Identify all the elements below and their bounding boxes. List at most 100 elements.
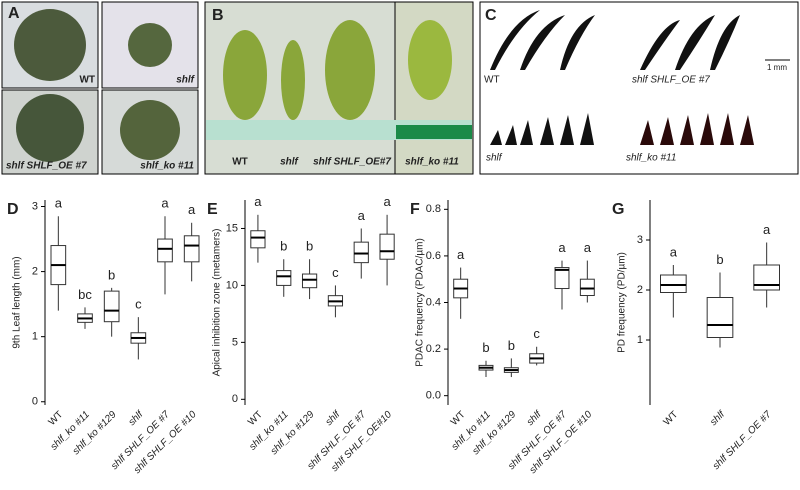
x-tick-label: WT (449, 409, 468, 428)
group-letter: b (280, 239, 287, 254)
y-axis-label: PDAC frequency (PDAC/µm) (415, 238, 426, 367)
y-tick-label: 1 (637, 334, 643, 346)
group-letter: a (188, 202, 196, 217)
y-tick-label: 0.2 (426, 343, 441, 355)
caption: shlf SHLF_OE #7 (6, 161, 87, 172)
y-tick-label: 0.4 (426, 296, 441, 308)
panel-label: E (207, 201, 218, 218)
y-axis-label: 9th Leaf length (mm) (12, 256, 23, 348)
y-tick-label: 3 (32, 200, 38, 212)
x-tick-label: WT (662, 409, 681, 428)
group-letter: a (558, 240, 566, 255)
y-tick-label: 0 (32, 396, 38, 408)
y-tick-label: 3 (637, 234, 643, 246)
group-letter: a (55, 196, 63, 211)
panel-label: F (410, 201, 420, 218)
group-letter: a (584, 240, 592, 255)
x-tick-label: shlf (127, 408, 147, 428)
x-tick-label: WT (246, 409, 265, 428)
panel-label: A (8, 5, 20, 22)
leaves (640, 113, 754, 145)
panel-label: C (485, 7, 497, 24)
moss (14, 9, 86, 81)
box (753, 264, 780, 291)
caption: shlf (280, 157, 299, 168)
leaves (490, 10, 595, 70)
box (379, 233, 395, 260)
caption: shlf (486, 153, 503, 164)
box (706, 297, 734, 338)
y-tick-label: 5 (232, 336, 238, 348)
moss (120, 100, 180, 160)
plant (223, 30, 267, 120)
scale-label: 1 mm (767, 63, 787, 72)
y-tick-label: 0.6 (426, 250, 441, 262)
group-letter: a (161, 196, 169, 211)
group-letter: a (457, 247, 465, 262)
x-tick-label: WT (47, 409, 66, 428)
box (103, 290, 120, 323)
panel-frame (479, 1, 799, 175)
group-letter: a (358, 208, 366, 223)
moss (128, 23, 172, 67)
y-tick-label: 2 (637, 284, 643, 296)
box (183, 235, 200, 263)
plant (408, 20, 452, 100)
caption: shlf_ko #11 (405, 157, 459, 168)
group-letter: a (763, 222, 771, 237)
caption: WT (79, 75, 95, 86)
moss (16, 94, 84, 162)
panel-label: B (212, 7, 224, 24)
caption: shlf (176, 75, 195, 86)
leaves (490, 113, 594, 145)
ruler (396, 125, 472, 139)
box (554, 267, 570, 290)
box (250, 230, 266, 249)
y-tick-label: 0 (232, 393, 238, 405)
panel-b: B WT shlf shlf SHLF_OE#7 shlf_ko #11 (204, 1, 474, 175)
box (157, 238, 173, 263)
x-tick-label: shlf (708, 408, 728, 428)
group-letter: a (383, 194, 391, 209)
box (579, 278, 595, 297)
group-letter: b (508, 338, 515, 353)
group-letter: a (254, 194, 262, 209)
y-axis-label: Apical inhibition zone (metamers) (212, 229, 223, 377)
y-tick-label: 0.8 (426, 203, 441, 215)
leaves (640, 15, 740, 70)
group-letter: bc (78, 287, 92, 302)
box (353, 241, 369, 264)
x-tick-label: shlf (324, 408, 344, 428)
caption: shlf_ko #11 (626, 153, 676, 164)
y-tick-label: 10 (226, 279, 238, 291)
y-tick-label: 2 (32, 265, 38, 277)
group-letter: b (306, 239, 313, 254)
group-letter: b (482, 340, 489, 355)
group-letter: c (135, 297, 142, 312)
panel-label: G (612, 201, 624, 218)
group-letter: c (533, 326, 540, 341)
caption: shlf_ko #11 (140, 161, 194, 172)
box (301, 273, 318, 289)
panel-label: D (7, 201, 19, 218)
plant (325, 20, 375, 120)
panel-c: C WT shlf SHLF_OE #7 shlf shlf_ko #11 1 … (479, 1, 799, 175)
x-tick-label: shlf (525, 408, 545, 428)
plant (281, 40, 305, 120)
panel-a: A WT shlf shlf SHLF_OE #7 shlf_ko #11 (1, 1, 199, 175)
group-letter: c (332, 265, 339, 280)
box (276, 270, 292, 286)
caption: shlf SHLF_OE #7 (632, 75, 710, 86)
group-letter: b (108, 267, 115, 282)
y-tick-label: 15 (226, 222, 238, 234)
caption: shlf SHLF_OE#7 (313, 157, 391, 168)
y-tick-label: 0.0 (426, 390, 441, 402)
y-tick-label: 1 (32, 331, 38, 343)
caption: WT (232, 157, 248, 168)
caption: WT (484, 75, 500, 86)
box (660, 274, 687, 293)
y-axis-label: PD frequency (PD/µm) (617, 252, 628, 353)
